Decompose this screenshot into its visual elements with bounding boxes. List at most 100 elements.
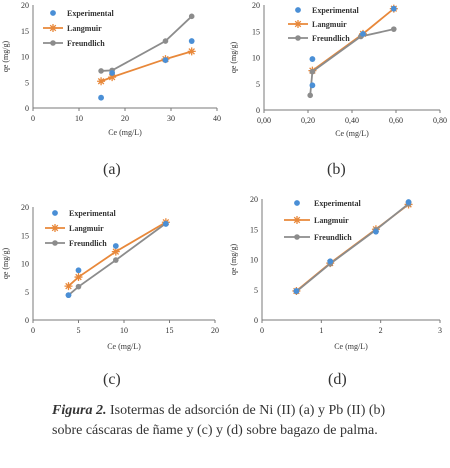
- y-tick-label: 20: [21, 203, 29, 212]
- panel-label-c: (c): [103, 371, 121, 388]
- langmuir-marker: [97, 77, 106, 86]
- x-tick-label: 0,00: [257, 116, 271, 125]
- freundlich-marker: [75, 283, 82, 290]
- legend-experimental-marker: [52, 210, 58, 216]
- x-axis-title: Ce (mg/L): [107, 342, 141, 351]
- freundlich-line: [67, 222, 167, 296]
- legend-label: Freundlich: [69, 239, 107, 248]
- langmuir-marker: [108, 73, 117, 82]
- y-tick-label: 10: [21, 260, 29, 269]
- x-tick-label: 5: [77, 326, 81, 335]
- x-tick-label: 0: [260, 326, 264, 335]
- langmuir-marker: [187, 47, 196, 56]
- x-tick-label: 0: [31, 326, 35, 335]
- legend-label: Experimental: [314, 199, 361, 208]
- y-tick-label: 10: [250, 256, 258, 265]
- x-axis-title: Ce (mg/L): [335, 129, 369, 138]
- legend-label: Langmuir: [314, 216, 349, 225]
- x-tick-label: 2: [379, 326, 383, 335]
- langmuir-line: [100, 50, 192, 83]
- x-tick-label: 20: [211, 326, 219, 335]
- freundlich-marker: [391, 26, 397, 32]
- experimental-point: [162, 221, 169, 227]
- y-axis-title: qe (mg/g): [1, 248, 10, 280]
- experimental-point: [309, 82, 316, 89]
- x-tick-label: 1: [319, 326, 323, 335]
- langmuir-line: [67, 221, 167, 287]
- legend-label: Experimental: [69, 209, 116, 218]
- experimental-point: [390, 5, 397, 12]
- y-tick-label: 0: [254, 316, 258, 325]
- freundlich-marker: [162, 38, 169, 44]
- freundlich-marker: [188, 13, 195, 20]
- legend-label: Experimental: [312, 6, 359, 15]
- y-tick-label: 20: [250, 195, 258, 204]
- y-tick-label: 5: [25, 288, 29, 297]
- x-tick-label: 0: [31, 114, 35, 123]
- legend-experimental-marker: [295, 7, 301, 13]
- y-tick-label: 15: [21, 27, 29, 36]
- legend-label: Freundlich: [312, 34, 350, 43]
- x-tick-label: 0,20: [301, 116, 315, 125]
- x-axis-title: Ce (mg/L): [334, 342, 368, 351]
- caption-figure-label: Figura 2.: [52, 403, 107, 418]
- x-tick-label: 10: [120, 326, 128, 335]
- freundlich-marker: [307, 92, 314, 99]
- legend-langmuir-marker: [49, 24, 57, 32]
- y-tick-label: 20: [21, 1, 29, 10]
- legend-label: Langmuir: [312, 20, 347, 29]
- experimental-point: [293, 288, 300, 294]
- panel-label-a: (a): [103, 161, 121, 178]
- langmuir-marker: [111, 247, 120, 256]
- legend-freundlich-marker: [294, 234, 300, 240]
- y-tick-label: 5: [25, 78, 29, 87]
- y-axis-title: qe (mg/g): [1, 41, 10, 73]
- experimental-point: [188, 38, 195, 44]
- experimental-point: [109, 70, 116, 76]
- experimental-point: [309, 56, 316, 62]
- x-tick-label: 0,40: [345, 116, 359, 125]
- legend-experimental-marker: [294, 200, 300, 206]
- y-axis-title: qe (mg/g): [229, 42, 238, 74]
- caption-text: Isotermas de adsorción de Ni (II) (a) y …: [52, 403, 386, 438]
- y-tick-label: 10: [252, 54, 260, 63]
- x-tick-label: 3: [438, 326, 442, 335]
- y-tick-label: 20: [252, 1, 260, 10]
- freundlich-marker: [309, 68, 316, 75]
- experimental-point: [65, 292, 72, 299]
- y-tick-label: 15: [21, 231, 29, 240]
- freundlich-marker: [98, 68, 104, 74]
- freundlich-line: [101, 15, 193, 72]
- y-tick-label: 15: [252, 27, 260, 36]
- legend-label: Langmuir: [67, 24, 102, 33]
- experimental-point: [112, 243, 119, 249]
- x-tick-label: 20: [121, 114, 129, 123]
- legend-freundlich-marker: [52, 240, 58, 246]
- x-axis-title: Ce (mg/L): [108, 128, 142, 137]
- y-tick-label: 15: [250, 225, 258, 234]
- legend-freundlich-marker: [295, 35, 301, 41]
- legend-langmuir-marker: [294, 20, 302, 28]
- experimental-point: [98, 94, 104, 101]
- legend-label: Langmuir: [69, 224, 104, 233]
- langmuir-marker: [74, 273, 83, 282]
- experimental-point: [360, 30, 366, 37]
- legend-label: Freundlich: [314, 233, 352, 242]
- y-tick-label: 0: [25, 104, 29, 113]
- x-tick-label: 10: [75, 114, 83, 123]
- legend-label: Experimental: [67, 9, 114, 18]
- legend-freundlich-marker: [50, 40, 56, 46]
- experimental-point: [162, 57, 169, 64]
- freundlich-marker: [113, 257, 119, 263]
- x-tick-label: 40: [213, 114, 221, 123]
- y-tick-label: 0: [25, 316, 29, 325]
- langmuir-marker: [64, 282, 73, 291]
- experimental-point: [373, 228, 379, 235]
- experimental-point: [405, 199, 412, 205]
- figure-caption: Figura 2. Isotermas de adsorción de Ni (…: [52, 401, 412, 441]
- legend-experimental-marker: [50, 10, 56, 16]
- x-tick-label: 30: [167, 114, 175, 123]
- x-tick-label: 15: [166, 326, 174, 335]
- y-tick-label: 5: [256, 80, 260, 89]
